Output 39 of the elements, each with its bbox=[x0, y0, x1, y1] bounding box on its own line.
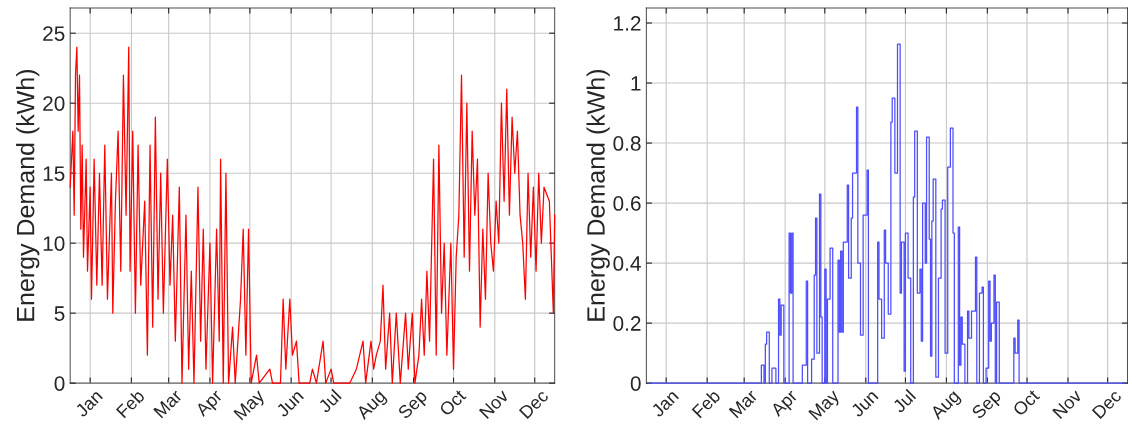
y-axis-title: Energy Demand (kWh) bbox=[586, 70, 610, 321]
x-tick-label: Aug bbox=[355, 389, 389, 423]
x-tick-label: Jun bbox=[275, 389, 305, 418]
x-tick-label: Nov bbox=[479, 388, 510, 420]
x-tick-label: Feb bbox=[115, 388, 146, 419]
y-tick-label: 0.6 bbox=[613, 196, 641, 211]
x-tick-label: Oct bbox=[438, 388, 467, 417]
x-tick-label: Feb bbox=[691, 388, 722, 419]
x-tick-label: Jul bbox=[891, 388, 917, 414]
y-tick-label: 20 bbox=[43, 96, 65, 111]
x-tick-label: Dec bbox=[1091, 388, 1123, 420]
x-tick-label: Apr bbox=[769, 388, 801, 420]
x-tick-label: Mar bbox=[153, 388, 183, 419]
x-tick-label: Aug bbox=[929, 389, 963, 423]
y-tick-label: 5 bbox=[54, 306, 65, 321]
y-tick-label: 0.2 bbox=[613, 316, 641, 331]
x-tick-label: Jul bbox=[317, 388, 342, 414]
y-tick-label: 1.2 bbox=[614, 16, 641, 31]
x-tick-label: Sep bbox=[970, 388, 1005, 423]
y-tick-label: 1 bbox=[631, 76, 641, 91]
y-tick-label: 0.8 bbox=[613, 136, 641, 151]
x-tick-label: May bbox=[233, 388, 268, 423]
x-tick-label: Dec bbox=[518, 388, 550, 420]
x-tick-label: Sep bbox=[397, 388, 431, 423]
x-tick-label: Apr bbox=[194, 388, 226, 420]
x-tick-label: Oct bbox=[1012, 388, 1041, 417]
x-tick-label: May bbox=[808, 388, 843, 423]
x-tick-label: Mar bbox=[728, 388, 759, 419]
y-tick-label: 0 bbox=[630, 376, 641, 391]
x-tick-label: Jan bbox=[650, 389, 680, 418]
y-tick-label: 0.4 bbox=[613, 256, 641, 271]
y-tick-label: 10 bbox=[43, 236, 65, 251]
y-axis-title: Energy Demand (kWh) bbox=[16, 70, 40, 321]
y-tick-label: 25 bbox=[43, 26, 65, 41]
x-tick-label: Nov bbox=[1052, 388, 1083, 420]
y-tick-label: 0 bbox=[54, 376, 65, 391]
x-tick-label: Jan bbox=[74, 389, 104, 418]
y-tick-label: 15 bbox=[43, 166, 65, 181]
x-tick-label: Jun bbox=[850, 389, 879, 418]
